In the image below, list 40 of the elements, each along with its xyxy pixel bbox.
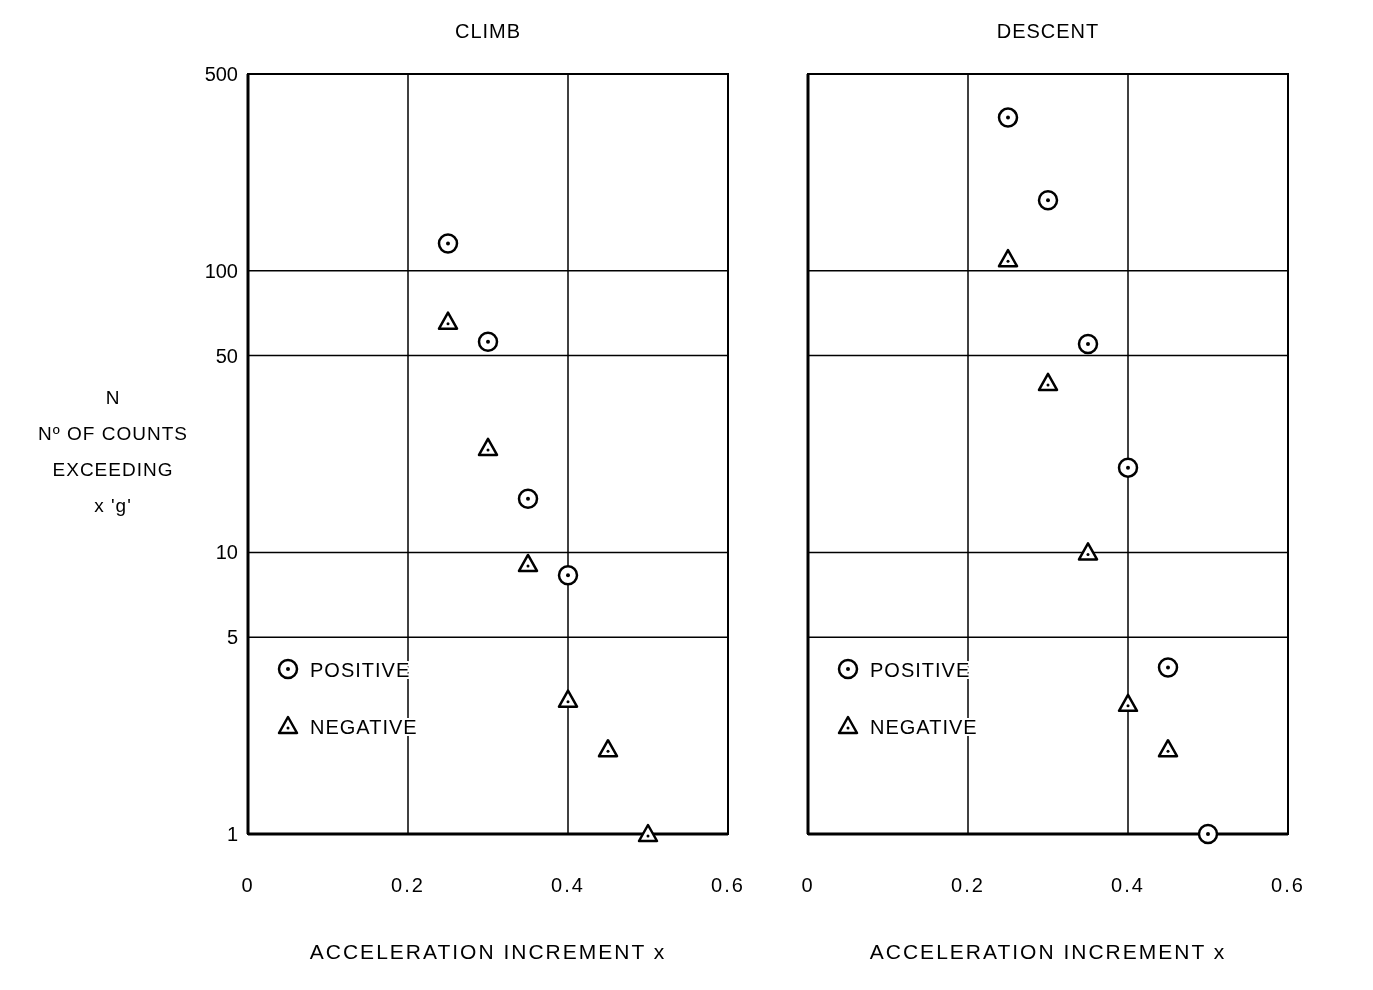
x-axis-title: ACCELERATION INCREMENT x xyxy=(309,940,667,963)
x-tick-label: 0.2 xyxy=(951,874,985,896)
chart-title: DESCENT xyxy=(996,20,1100,42)
y-axis-title: N Nº OF COUNTS EXCEEDING x 'g' xyxy=(38,387,188,516)
y-tick-label: 1 xyxy=(226,823,238,845)
point xyxy=(477,437,499,457)
x-tick-label: 0.4 xyxy=(551,874,585,896)
x-tick-label: 0.2 xyxy=(391,874,425,896)
y-tick-label: 500 xyxy=(204,63,238,85)
point xyxy=(1037,372,1059,392)
y-tick-label: 10 xyxy=(215,541,238,564)
point xyxy=(1197,823,1219,845)
y-tick-label: 50 xyxy=(215,344,238,367)
point xyxy=(557,564,579,586)
point xyxy=(1077,542,1099,561)
x-tick-label: 0.4 xyxy=(1111,874,1145,896)
x-tick-label: 0.6 xyxy=(711,874,745,896)
point xyxy=(637,823,659,843)
point xyxy=(477,331,499,352)
point xyxy=(1077,333,1099,355)
x-tick-label: 0 xyxy=(801,874,815,896)
point xyxy=(1157,657,1179,678)
point xyxy=(437,311,459,330)
x-tick-label: 0.6 xyxy=(1271,874,1305,896)
x-tick-label: 0 xyxy=(241,874,255,896)
chart-title: CLIMB xyxy=(454,20,522,42)
y-tick-label: 100 xyxy=(204,259,238,282)
x-axis-title: ACCELERATION INCREMENT x xyxy=(869,940,1227,963)
point xyxy=(997,248,1019,268)
point xyxy=(997,107,1019,128)
point xyxy=(517,553,539,573)
point xyxy=(1157,738,1179,758)
point xyxy=(1117,693,1139,713)
point xyxy=(437,233,459,254)
point xyxy=(557,689,579,708)
point xyxy=(517,488,539,510)
point xyxy=(1037,190,1059,211)
y-tick-label: 5 xyxy=(226,626,238,649)
point xyxy=(1117,457,1139,478)
point xyxy=(597,738,619,758)
